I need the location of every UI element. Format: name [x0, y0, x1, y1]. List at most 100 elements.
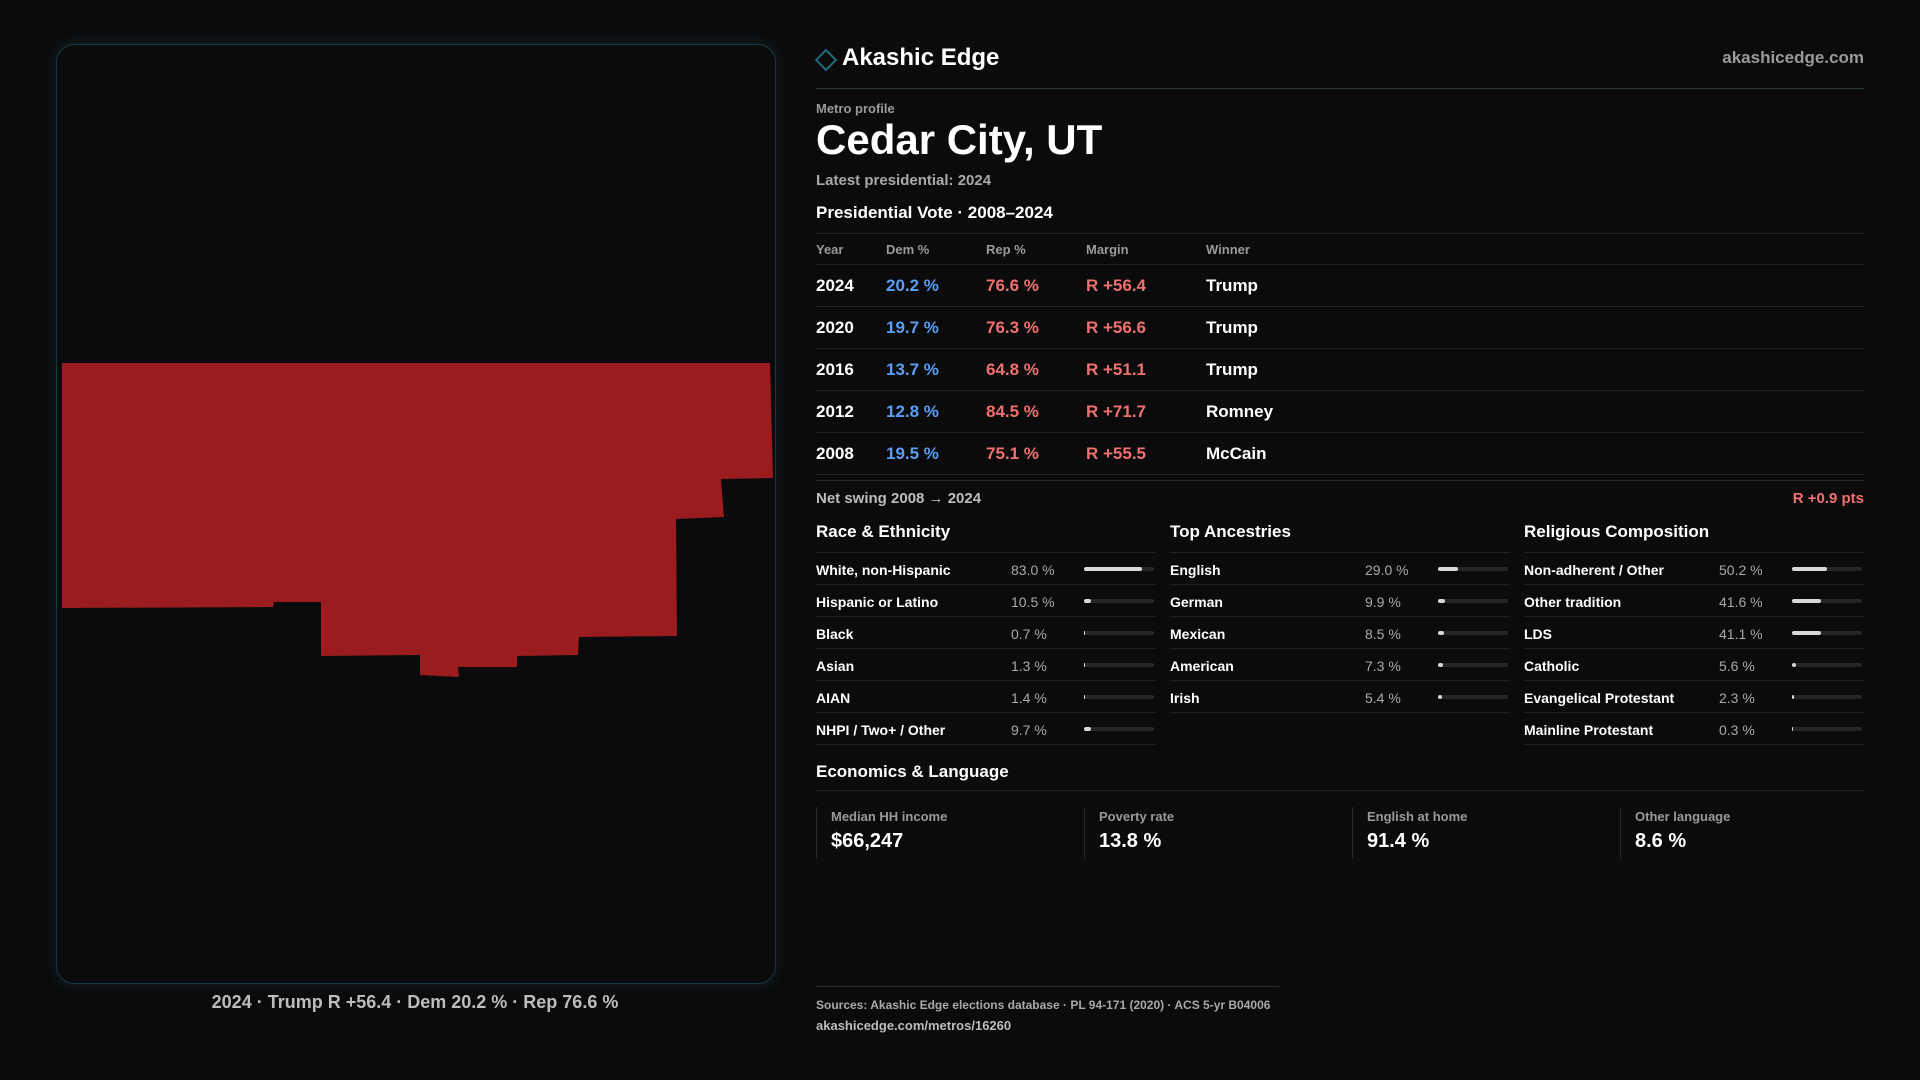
- source-url-link[interactable]: akashicedge.com/metros/16260: [816, 1018, 1012, 1033]
- cell-winner: Trump: [1206, 360, 1258, 379]
- item-label: AIAN: [816, 690, 851, 706]
- cell-winner: Romney: [1206, 402, 1274, 421]
- religion-section: Religious Composition Non-adherent / Oth…: [1524, 522, 1864, 745]
- item-value: 5.6 %: [1719, 658, 1755, 674]
- share-bar-fill: [1438, 567, 1459, 571]
- stat-card: Other language 8.6 %: [1620, 807, 1875, 859]
- site-link[interactable]: akashicedge.com: [1722, 48, 1864, 67]
- item-label: Non-adherent / Other: [1524, 562, 1665, 578]
- map-caption: 2024 · Trump R +56.4 · Dem 20.2 % · Rep …: [211, 992, 619, 1012]
- cell-rep: 76.6 %: [986, 276, 1039, 295]
- list-item: Non-adherent / Other 50.2 %: [1524, 553, 1864, 585]
- vote-table-header: Year Dem % Rep % Margin Winner: [816, 233, 1864, 265]
- share-bar: [1438, 631, 1508, 635]
- item-label: American: [1170, 658, 1234, 674]
- share-bar-fill: [1438, 631, 1444, 635]
- profile-kicker: Metro profile: [816, 101, 895, 116]
- share-bar-fill: [1084, 663, 1085, 667]
- cell-year: 2024: [816, 276, 854, 295]
- header-year: Year: [816, 242, 844, 257]
- share-bar: [1438, 695, 1508, 699]
- swing-label: Net swing 2008 → 2024: [816, 490, 982, 507]
- stat-label: Median HH income: [831, 809, 948, 824]
- list-item: English 29.0 %: [1170, 553, 1510, 585]
- share-bar: [1438, 567, 1508, 571]
- share-bar: [1084, 631, 1154, 635]
- header-rep: Rep %: [986, 242, 1026, 257]
- cell-year: 2012: [816, 402, 854, 421]
- item-label: LDS: [1524, 626, 1552, 642]
- diamond-icon: [814, 48, 838, 72]
- stat-card: Poverty rate 13.8 %: [1084, 807, 1339, 859]
- map-panel[interactable]: [56, 44, 776, 984]
- header-dem: Dem %: [886, 242, 930, 257]
- cell-year: 2008: [816, 444, 854, 463]
- cell-margin: R +71.7: [1086, 402, 1147, 421]
- divider: [816, 986, 1279, 987]
- cell-margin: R +56.6: [1086, 318, 1147, 337]
- metro-map: [62, 363, 773, 677]
- item-label: English: [1170, 562, 1221, 578]
- item-value: 1.3 %: [1011, 658, 1047, 674]
- cell-margin: R +55.5: [1086, 444, 1147, 463]
- item-label: Mexican: [1170, 626, 1226, 642]
- brand-name[interactable]: Akashic Edge: [842, 44, 1000, 71]
- item-value: 9.9 %: [1365, 594, 1401, 610]
- share-bar-fill: [1084, 567, 1143, 571]
- item-label: Black: [816, 626, 854, 642]
- cell-year: 2016: [816, 360, 854, 379]
- share-bar: [1084, 567, 1154, 571]
- share-bar: [1792, 631, 1862, 635]
- economics-section-title: Economics & Language: [816, 762, 1864, 791]
- share-bar: [1084, 663, 1154, 667]
- item-value: 5.4 %: [1365, 690, 1401, 706]
- item-label: Irish: [1170, 690, 1200, 706]
- header-winner: Winner: [1206, 242, 1250, 257]
- list-item: Other tradition 41.6 %: [1524, 585, 1864, 617]
- metro-shape[interactable]: [62, 363, 773, 677]
- cell-dem: 12.8 %: [886, 402, 939, 421]
- race-section-title: Race & Ethnicity: [816, 522, 1156, 553]
- sources-note: Sources: Akashic Edge elections database…: [816, 998, 1271, 1012]
- share-bar-fill: [1084, 631, 1085, 635]
- table-row: 2012 12.8 % 84.5 % R +71.7 Romney: [816, 391, 1864, 433]
- divider: [816, 88, 1864, 89]
- item-value: 50.2 %: [1719, 562, 1763, 578]
- list-item: Catholic 5.6 %: [1524, 649, 1864, 681]
- table-row: 2016 13.7 % 64.8 % R +51.1 Trump: [816, 349, 1864, 391]
- share-bar: [1084, 695, 1154, 699]
- cell-winner: McCain: [1206, 444, 1267, 463]
- vote-table: Year Dem % Rep % Margin Winner 2024 20.2…: [816, 233, 1864, 475]
- page-title: Cedar City, UT: [816, 116, 1103, 163]
- item-label: Evangelical Protestant: [1524, 690, 1675, 706]
- item-value: 41.6 %: [1719, 594, 1763, 610]
- item-label: Catholic: [1524, 658, 1580, 674]
- item-value: 8.5 %: [1365, 626, 1401, 642]
- stat-value: 8.6 %: [1635, 830, 1687, 852]
- brand-header: Akashic Edge akashicedge.com: [814, 42, 1864, 78]
- item-value: 2.3 %: [1719, 690, 1755, 706]
- cell-dem: 13.7 %: [886, 360, 939, 379]
- share-bar-fill: [1792, 631, 1821, 635]
- list-item: Asian 1.3 %: [816, 649, 1156, 681]
- item-label: Hispanic or Latino: [816, 594, 939, 610]
- cell-rep: 75.1 %: [986, 444, 1039, 463]
- list-item: Mexican 8.5 %: [1170, 617, 1510, 649]
- item-value: 10.5 %: [1011, 594, 1055, 610]
- share-bar-fill: [1792, 567, 1828, 571]
- list-item: German 9.9 %: [1170, 585, 1510, 617]
- header-margin: Margin: [1086, 242, 1129, 257]
- cell-margin: R +56.4: [1086, 276, 1147, 295]
- item-value: 7.3 %: [1365, 658, 1401, 674]
- list-item: Hispanic or Latino 10.5 %: [816, 585, 1156, 617]
- list-item: Irish 5.4 %: [1170, 681, 1510, 713]
- stat-value: 91.4 %: [1367, 830, 1430, 852]
- cell-rep: 84.5 %: [986, 402, 1039, 421]
- share-bar: [1792, 695, 1862, 699]
- cell-winner: Trump: [1206, 276, 1258, 295]
- list-item: Mainline Protestant 0.3 %: [1524, 713, 1864, 745]
- stat-value: 13.8 %: [1099, 830, 1162, 852]
- share-bar: [1438, 599, 1508, 603]
- stat-label: Other language: [1635, 809, 1731, 824]
- item-label: White, non-Hispanic: [816, 562, 951, 578]
